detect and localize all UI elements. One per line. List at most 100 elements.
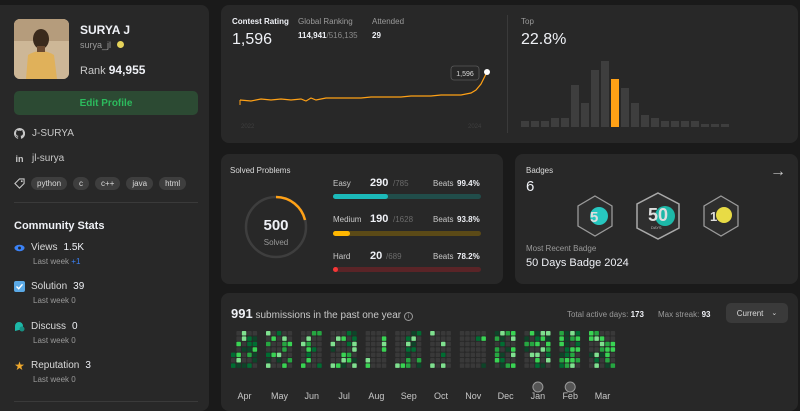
heatmap-cell[interactable] — [564, 336, 570, 341]
heatmap-cell[interactable] — [241, 331, 247, 336]
heatmap-cell[interactable] — [459, 331, 465, 336]
heatmap-cell[interactable] — [365, 358, 371, 363]
heatmap-cell[interactable] — [535, 358, 540, 363]
heatmap-cell[interactable] — [287, 358, 293, 363]
heatmap-cell[interactable] — [287, 347, 293, 352]
heatmap-cell[interactable] — [287, 336, 293, 341]
heatmap-cell[interactable] — [381, 336, 387, 341]
heatmap-cell[interactable] — [470, 347, 476, 352]
heatmap-cell[interactable] — [529, 363, 535, 368]
heatmap-cell[interactable] — [406, 331, 411, 336]
arrow-right-icon[interactable]: → — [770, 163, 786, 180]
heatmap-cell[interactable] — [252, 347, 258, 352]
heatmap-cell[interactable] — [247, 363, 252, 368]
heatmap-cell[interactable] — [470, 341, 476, 347]
heatmap-cell[interactable] — [610, 358, 616, 363]
heatmap-cell[interactable] — [236, 347, 241, 352]
heatmap-cell[interactable] — [365, 347, 371, 352]
heatmap-cell[interactable] — [365, 341, 371, 347]
heatmap-cell[interactable] — [494, 363, 500, 368]
heatmap-cell[interactable] — [271, 336, 276, 341]
heatmap-cell[interactable] — [494, 347, 500, 352]
skill-tag[interactable]: java — [126, 177, 154, 190]
heatmap-cell[interactable] — [575, 331, 581, 336]
heatmap-cell[interactable] — [564, 358, 570, 363]
heatmap-cell[interactable] — [511, 341, 516, 347]
heatmap-cell[interactable] — [301, 352, 306, 358]
heatmap-cell[interactable] — [459, 341, 465, 347]
avatar[interactable] — [14, 19, 69, 79]
heatmap-cell[interactable] — [247, 336, 252, 341]
heatmap-cell[interactable] — [287, 341, 293, 347]
heatmap-cell[interactable] — [341, 352, 346, 358]
heatmap-cell[interactable] — [470, 358, 476, 363]
heatmap-cell[interactable] — [441, 352, 446, 358]
heatmap-cell[interactable] — [435, 341, 441, 347]
histogram-bar[interactable] — [551, 118, 559, 127]
heatmap-cell[interactable] — [416, 347, 422, 352]
heatmap-cell[interactable] — [594, 336, 599, 341]
heatmap-cell[interactable] — [371, 358, 376, 363]
heatmap-cell[interactable] — [241, 341, 247, 347]
heatmap-cell[interactable] — [441, 331, 446, 336]
histogram-bar[interactable] — [711, 124, 719, 127]
heatmap-cell[interactable] — [446, 363, 451, 368]
heatmap-cell[interactable] — [266, 336, 271, 341]
heatmap-cell[interactable] — [282, 341, 287, 347]
heatmap-cell[interactable] — [430, 341, 435, 347]
heatmap-cell[interactable] — [276, 347, 282, 352]
heatmap-cell[interactable] — [481, 336, 486, 341]
heatmap-cell[interactable] — [470, 363, 476, 368]
heatmap-cell[interactable] — [395, 336, 400, 341]
heatmap-cell[interactable] — [336, 331, 341, 336]
heatmap-cell[interactable] — [381, 341, 387, 347]
heatmap-cell[interactable] — [330, 363, 336, 368]
histogram-bar-current[interactable] — [611, 79, 619, 127]
heatmap-cell[interactable] — [559, 336, 564, 341]
heatmap-cell[interactable] — [476, 358, 481, 363]
heatmap-cell[interactable] — [465, 336, 470, 341]
heatmap-cell[interactable] — [376, 358, 381, 363]
heatmap-cell[interactable] — [416, 352, 422, 358]
heatmap-cell[interactable] — [599, 336, 605, 341]
heatmap-cell[interactable] — [306, 358, 311, 363]
heatmap-cell[interactable] — [470, 336, 476, 341]
heatmap-cell[interactable] — [371, 341, 376, 347]
heatmap-cell[interactable] — [605, 358, 610, 363]
histogram-bar[interactable] — [591, 70, 599, 127]
heatmap-cell[interactable] — [594, 347, 599, 352]
heatmap-cell[interactable] — [411, 363, 416, 368]
heatmap-cell[interactable] — [511, 336, 516, 341]
heatmap-cell[interactable] — [559, 363, 564, 368]
rating-point[interactable] — [484, 69, 490, 75]
linkedin-link[interactable]: in jl-surya — [14, 153, 65, 164]
heatmap-cell[interactable] — [376, 341, 381, 347]
heatmap-cell[interactable] — [594, 358, 599, 363]
heatmap-cell[interactable] — [376, 352, 381, 358]
heatmap-cell[interactable] — [406, 341, 411, 347]
heatmap-cell[interactable] — [505, 331, 511, 336]
heatmap-cell[interactable] — [500, 331, 505, 336]
heatmap-cell[interactable] — [365, 331, 371, 336]
heatmap-cell[interactable] — [524, 336, 529, 341]
heatmap-cell[interactable] — [465, 347, 470, 352]
heatmap-cell[interactable] — [470, 331, 476, 336]
heatmap-cell[interactable] — [524, 341, 529, 347]
heatmap-cell[interactable] — [430, 352, 435, 358]
heatmap-cell[interactable] — [341, 331, 346, 336]
heatmap-cell[interactable] — [301, 347, 306, 352]
heatmap-cell[interactable] — [505, 347, 511, 352]
heatmap-cell[interactable] — [446, 352, 451, 358]
heatmap-cell[interactable] — [266, 347, 271, 352]
heatmap-cell[interactable] — [311, 358, 317, 363]
heatmap-cell[interactable] — [341, 363, 346, 368]
heatmap-cell[interactable] — [564, 347, 570, 352]
heatmap-cell[interactable] — [395, 352, 400, 358]
heatmap-cell[interactable] — [252, 352, 258, 358]
heatmap-cell[interactable] — [610, 336, 616, 341]
heatmap-cell[interactable] — [236, 363, 241, 368]
heatmap-cell[interactable] — [446, 336, 451, 341]
heatmap-cell[interactable] — [470, 352, 476, 358]
heatmap-cell[interactable] — [381, 347, 387, 352]
heatmap-cell[interactable] — [441, 363, 446, 368]
